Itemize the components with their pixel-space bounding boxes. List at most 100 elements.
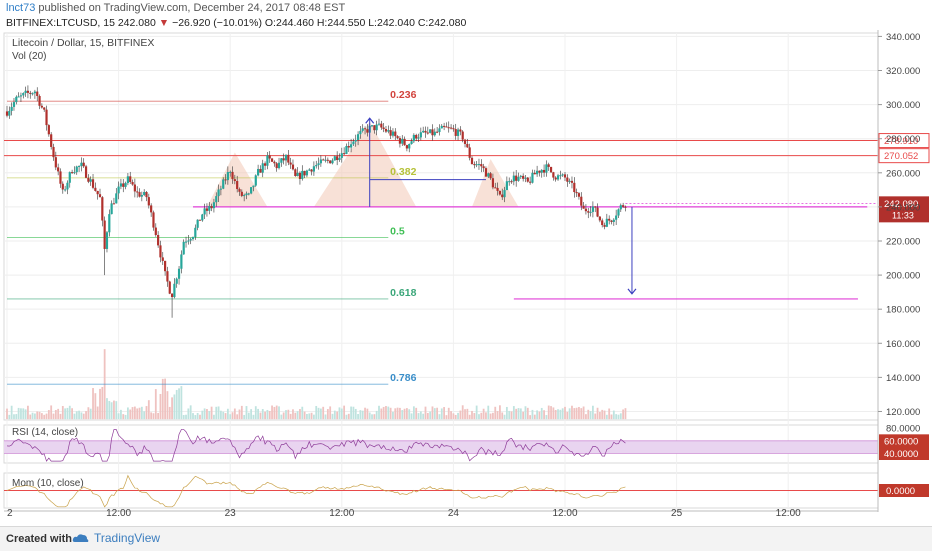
volume-bar: [322, 406, 325, 420]
volume-bar: [336, 411, 339, 420]
countdown-label: 11:33: [892, 210, 914, 220]
volume-bar: [15, 414, 18, 420]
axes: 120.000 140.000 160.000 180.000 200.000 220.0…: [4, 30, 920, 519]
symbol-ohlc-line: BITFINEX:LTCUSD, 15 242.080 ▼ −26.920 (−…: [6, 17, 466, 29]
candle-body: [233, 179, 236, 182]
arrow-down-icon: [627, 288, 637, 295]
candle-body: [159, 245, 162, 258]
candle-body: [196, 219, 199, 228]
volume-bar: [485, 412, 487, 420]
price-tag-label: 278.910: [884, 136, 918, 147]
candle-body: [556, 175, 560, 180]
x-tick-label: 24: [448, 508, 460, 519]
candle-body: [98, 194, 102, 198]
candle-body: [417, 137, 420, 139]
candle-body: [575, 192, 578, 194]
candle-body: [38, 96, 41, 106]
candle-body: [449, 127, 453, 129]
candle-body: [263, 163, 267, 166]
candle-body: [473, 164, 476, 166]
candle-body: [22, 93, 25, 96]
candle-body: [512, 175, 515, 182]
volume-bar: [622, 409, 625, 420]
volume-bar: [540, 407, 543, 420]
volume-bar: [164, 378, 166, 420]
fibonacci-levels: 0.236 0.382 0.5 0.618 0.786: [7, 89, 417, 385]
candle-body: [461, 131, 464, 140]
candle-body: [10, 106, 13, 111]
volume-bar: [375, 410, 378, 420]
volume-bar: [329, 406, 332, 420]
volume-bar: [417, 413, 420, 420]
tradingview-brand[interactable]: TradingView: [94, 531, 161, 545]
volume-bar: [547, 405, 550, 420]
volume-bar: [564, 406, 566, 420]
momentum-line: [6, 474, 626, 508]
volume-bar: [89, 408, 92, 420]
volume-bar: [457, 412, 459, 420]
volume-bar: [17, 407, 20, 420]
volume-bar: [71, 408, 73, 420]
volume-bar: [512, 406, 515, 420]
volume-bar: [245, 406, 248, 420]
candle-body: [229, 171, 232, 173]
candle-body: [173, 283, 176, 298]
volume-bar: [431, 406, 434, 420]
volume-bar: [40, 413, 43, 420]
volume-bar: [352, 406, 355, 420]
volume-bar: [192, 413, 194, 420]
volume-bar: [333, 410, 336, 420]
volume-bar: [419, 411, 422, 420]
candle-body: [108, 214, 111, 233]
volume-bar: [380, 408, 383, 420]
volume-bar: [468, 414, 471, 420]
volume-bar: [461, 405, 464, 420]
candle-body: [503, 190, 506, 198]
volume-bar: [66, 407, 69, 420]
candle-body: [598, 216, 601, 221]
volume-bar: [343, 405, 346, 420]
candle-body: [440, 125, 443, 129]
volume-bar: [580, 408, 583, 420]
candle-body: [324, 159, 327, 161]
chart-frame[interactable]: 0.236 0.382 0.5 0.618 0.786 278.910 270.052 24…: [0, 30, 932, 525]
candle-body: [261, 163, 264, 173]
volume-bar: [229, 414, 232, 420]
candle-body: [217, 189, 220, 197]
candle-body: [505, 181, 508, 191]
volume-bar: [213, 414, 215, 420]
candle-body: [354, 139, 357, 142]
volume-bar: [194, 415, 197, 420]
candle-body: [370, 125, 374, 127]
volume-bar: [406, 408, 408, 420]
volume-bar: [603, 410, 606, 420]
candle-body: [491, 178, 495, 188]
candle-body: [350, 144, 353, 148]
volume-bar: [78, 410, 80, 420]
candle-body: [524, 177, 527, 179]
candle-body: [389, 130, 392, 136]
volume-bar: [436, 407, 439, 420]
volume-bar: [131, 407, 134, 420]
candle-body: [240, 191, 243, 196]
volume-bar: [296, 411, 299, 420]
volume-bar: [447, 407, 450, 420]
author-link[interactable]: lnct73: [6, 2, 36, 14]
candle-body: [40, 105, 43, 108]
volume-bar: [233, 408, 236, 420]
volume-bar: [503, 414, 506, 420]
head-shoulders-shape: [151, 121, 519, 207]
candle-body: [549, 166, 553, 173]
volume-bar: [250, 409, 253, 420]
candle-body: [363, 128, 367, 130]
volume-bar: [133, 406, 136, 420]
candle-body: [273, 161, 276, 164]
candle-body: [124, 183, 127, 187]
volume-bar: [536, 410, 538, 420]
candle-body: [84, 166, 88, 178]
candle-body: [540, 169, 543, 173]
volume-bar: [224, 413, 227, 420]
candle-body: [601, 220, 604, 226]
candle-body: [605, 218, 608, 227]
